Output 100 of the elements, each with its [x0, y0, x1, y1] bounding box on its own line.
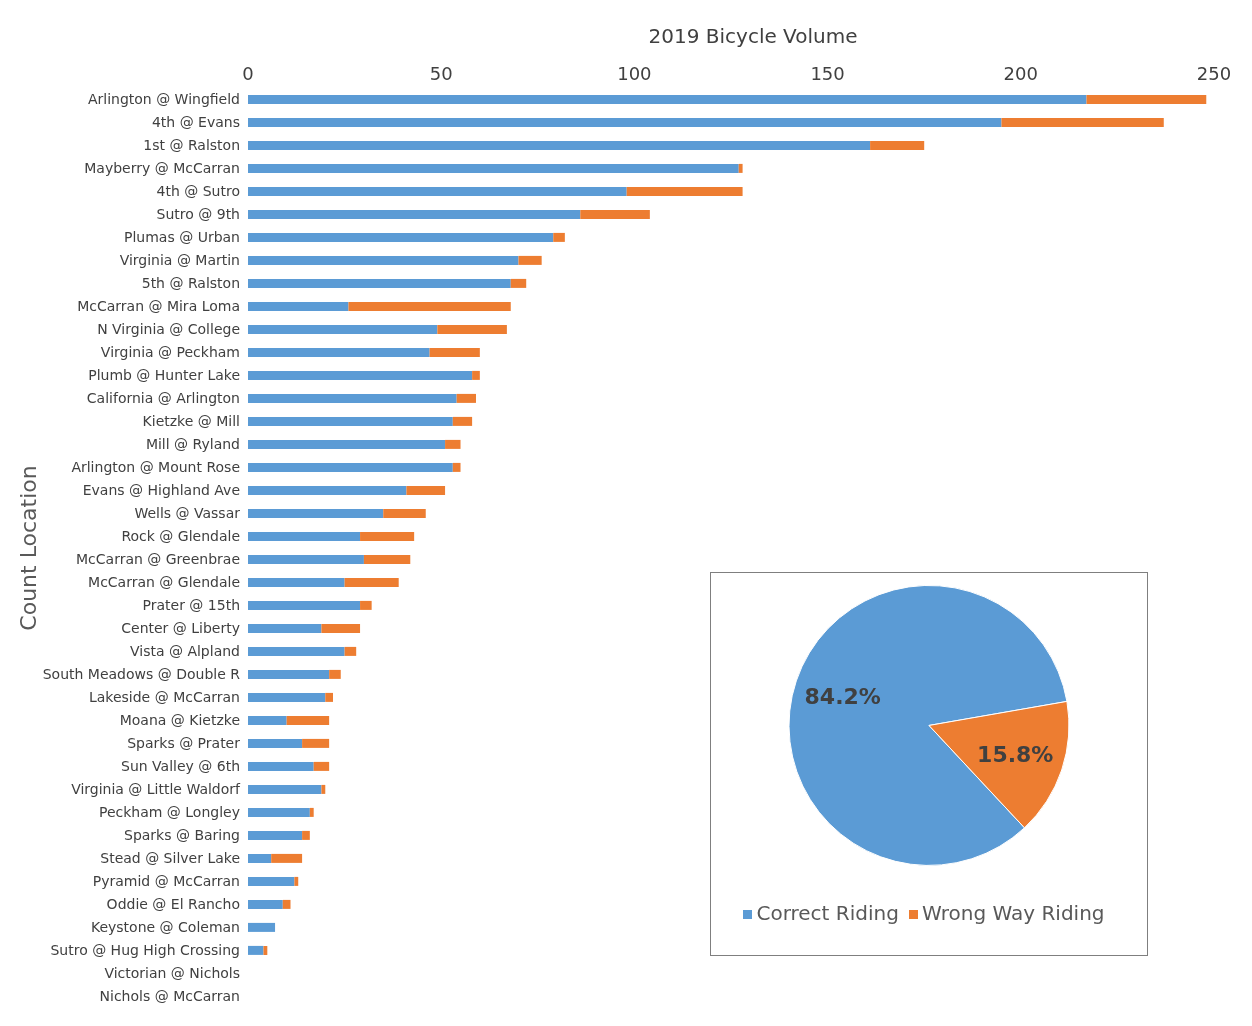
y-tick-label: Vista @ Alpland	[129, 643, 240, 660]
bar	[248, 738, 303, 748]
bar	[472, 370, 480, 380]
bar	[248, 140, 871, 150]
y-tick-label: Sun Valley @ 6th	[121, 758, 240, 775]
y-tick-label: Center @ Liberty	[121, 620, 240, 637]
bar	[406, 485, 446, 495]
y-tick-label: Sparks @ Prater	[127, 735, 241, 752]
y-tick-label: Plumb @ Hunter Lake	[88, 367, 240, 384]
bar	[248, 853, 272, 863]
bar	[452, 462, 461, 472]
bar	[248, 485, 407, 495]
bar	[248, 117, 1002, 127]
y-tick-label: McCarran @ Glendale	[88, 574, 240, 591]
y-tick-label: Sutro @ Hug High Crossing	[50, 942, 240, 959]
y-tick-label: Keystone @ Coleman	[90, 919, 240, 936]
y-axis-title: Count Location	[15, 465, 41, 631]
x-tick-label: 50	[429, 63, 453, 84]
y-tick-label: Arlington @ Mount Rose	[71, 459, 240, 476]
bar	[248, 784, 322, 794]
y-tick-label: Plumas @ Urban	[124, 229, 240, 246]
bar	[248, 876, 295, 886]
bar	[248, 370, 473, 380]
bar	[248, 945, 264, 955]
bar	[344, 577, 399, 587]
y-tick-label: Stead @ Silver Lake	[100, 850, 240, 867]
bar	[248, 416, 453, 426]
y-tick-label: Evans @ Highland Ave	[82, 482, 240, 499]
bar	[248, 439, 446, 449]
y-tick-label: Lakeside @ McCarran	[88, 689, 240, 706]
y-tick-label: 4th @ Evans	[151, 114, 240, 131]
bar	[248, 646, 345, 656]
bar	[518, 255, 542, 265]
bar	[248, 922, 276, 932]
bar	[313, 761, 330, 771]
y-tick-label: Virginia @ Little Waldorf	[71, 781, 242, 798]
bar	[286, 715, 330, 725]
y-tick-label: 4th @ Sutro	[156, 183, 240, 200]
bar	[626, 186, 743, 196]
bar	[248, 508, 384, 518]
bar	[248, 163, 739, 173]
bar	[363, 554, 411, 564]
x-tick-label: 150	[810, 63, 845, 84]
bar	[248, 715, 287, 725]
bar	[445, 439, 461, 449]
y-tick-label: Arlington @ Wingfield	[87, 91, 240, 108]
data-label: 84.2%	[804, 683, 881, 709]
bar	[580, 209, 650, 219]
data-label: 15.8%	[977, 741, 1054, 767]
bar	[325, 692, 334, 702]
bar	[429, 347, 480, 357]
bar	[248, 623, 322, 633]
y-tick-label: 5th @ Ralston	[141, 275, 240, 292]
bar	[248, 94, 1087, 104]
bar	[1086, 94, 1207, 104]
bar	[870, 140, 925, 150]
bar	[248, 577, 345, 587]
bar	[248, 600, 361, 610]
y-tick-label: N Virginia @ College	[97, 321, 240, 338]
y-tick-label: Virginia @ Peckham	[100, 344, 240, 361]
bar	[344, 646, 357, 656]
y-tick-label: Sutro @ 9th	[156, 206, 240, 223]
y-tick-label: California @ Arlington	[86, 390, 240, 407]
bar	[248, 899, 283, 909]
bar	[282, 899, 291, 909]
bar	[360, 600, 372, 610]
y-tick-label: Pyramid @ McCarran	[92, 873, 240, 890]
bar	[248, 232, 554, 242]
bar	[248, 830, 303, 840]
bar	[383, 508, 426, 518]
bar	[738, 163, 743, 173]
y-tick-label: Virginia @ Martin	[119, 252, 240, 269]
bar	[294, 876, 299, 886]
y-tick-label: Peckham @ Longley	[98, 804, 240, 821]
y-tick-label: McCarran @ Mira Loma	[77, 298, 240, 315]
pie-slice	[788, 584, 1068, 866]
bar	[437, 324, 507, 334]
x-tick-label: 250	[1196, 63, 1232, 84]
y-tick-label: Victorian @ Nichols	[104, 965, 240, 982]
bar	[248, 807, 310, 817]
y-tick-label: Kietzke @ Mill	[142, 413, 240, 430]
bar	[329, 669, 341, 679]
bar	[553, 232, 565, 242]
bar	[248, 761, 314, 771]
bar	[302, 830, 310, 840]
y-tick-label: Mill @ Ryland	[145, 436, 240, 453]
bar	[248, 692, 326, 702]
x-tick-label: 100	[617, 63, 652, 84]
bar	[248, 255, 519, 265]
bar	[321, 623, 361, 633]
bar	[248, 324, 438, 334]
bar	[510, 278, 527, 288]
chart-title: 2019 Bicycle Volume	[647, 24, 859, 48]
y-tick-label: Wells @ Vassar	[134, 505, 241, 522]
bar	[248, 669, 330, 679]
bar	[248, 393, 457, 403]
bar	[321, 784, 326, 794]
bar	[452, 416, 473, 426]
y-tick-label: Nichols @ McCarran	[99, 988, 240, 1005]
y-tick-label: Moana @ Kietzke	[119, 712, 240, 729]
